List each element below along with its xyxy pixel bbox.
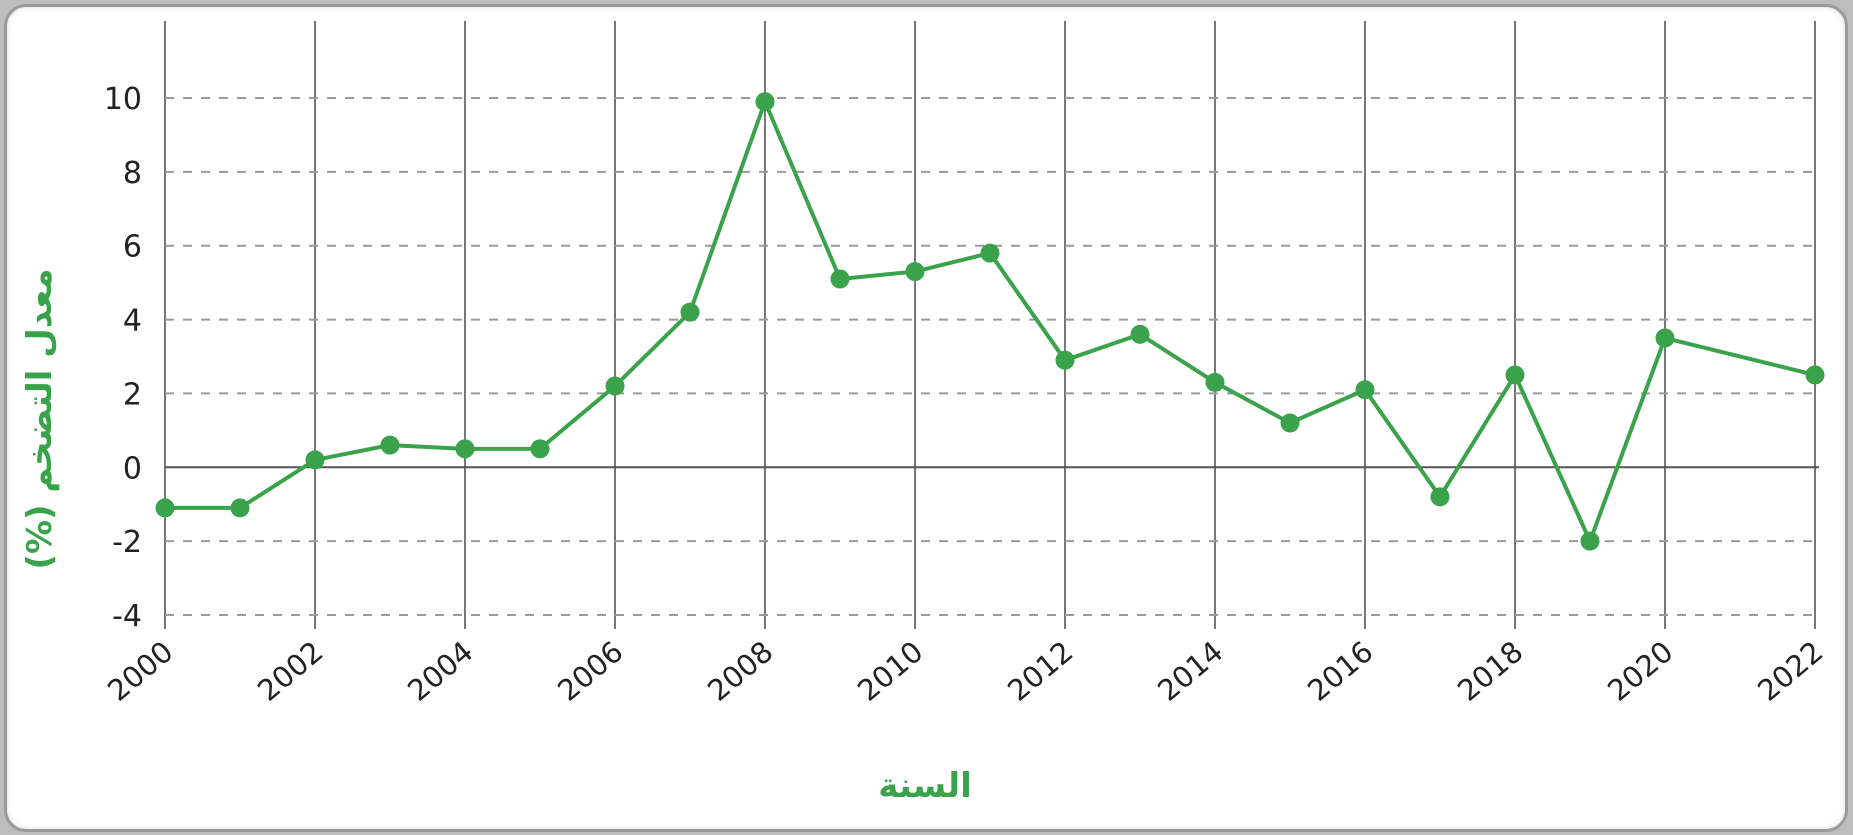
data-point [381,436,400,455]
y-tick-label: 0 [123,451,142,486]
data-point [1656,329,1675,348]
x-tick-labels: 2000 2002 2004 2006 2008 2010 2012 2014 2016 2018… [101,634,1829,707]
x-tick-label: 2018 [1451,634,1529,707]
vertical-gridlines [165,21,1815,629]
data-point [606,377,625,396]
y-tick-label: 4 [123,304,142,339]
y-tick-label: -2 [112,525,142,560]
data-point [1506,365,1525,384]
data-point [906,262,925,281]
y-tick-label: 6 [123,230,142,265]
y-tick-label: -4 [112,599,142,634]
chart-frame: -4 -2 0 2 4 6 8 10 2000 2002 2004 2006 2008 2010 2012… [4,4,1848,832]
x-tick-label: 2000 [101,634,179,707]
data-point [1056,351,1075,370]
x-tick-label: 2022 [1751,634,1829,707]
x-tick-label: 2010 [851,634,929,707]
data-point [1431,487,1450,506]
x-tick-label: 2006 [551,634,629,707]
data-point [1131,325,1150,344]
data-point [681,303,700,322]
y-tick-label: 10 [104,82,142,117]
data-point [1806,365,1825,384]
data-point [231,498,250,517]
series-line [165,102,1815,541]
data-point [831,269,850,288]
data-point [1281,413,1300,432]
x-axis-title: السنة [878,766,972,806]
y-tick-label: 8 [123,156,142,191]
data-point [531,439,550,458]
data-point [1581,532,1600,551]
y-tick-label: 2 [123,377,142,412]
x-tick-label: 2020 [1601,634,1679,707]
data-point [1356,380,1375,399]
x-tick-label: 2016 [1301,634,1379,707]
data-point [756,92,775,111]
data-point [306,450,325,469]
x-tick-label: 2004 [401,634,479,707]
data-point [981,244,1000,263]
x-tick-label: 2014 [1151,634,1229,707]
data-point [156,498,175,517]
x-tick-label: 2008 [701,634,779,707]
data-point [1206,373,1225,392]
x-tick-label: 2002 [251,634,329,707]
y-axis-title: معدل التضخم (%) [20,268,60,569]
y-tick-labels: -4 -2 0 2 4 6 8 10 [104,82,142,634]
line-chart: -4 -2 0 2 4 6 8 10 2000 2002 2004 2006 2008 2010 2012… [7,7,1845,829]
data-point [456,439,475,458]
data-points [156,92,1825,550]
horizontal-gridlines [165,98,1819,615]
x-tick-label: 2012 [1001,634,1079,707]
